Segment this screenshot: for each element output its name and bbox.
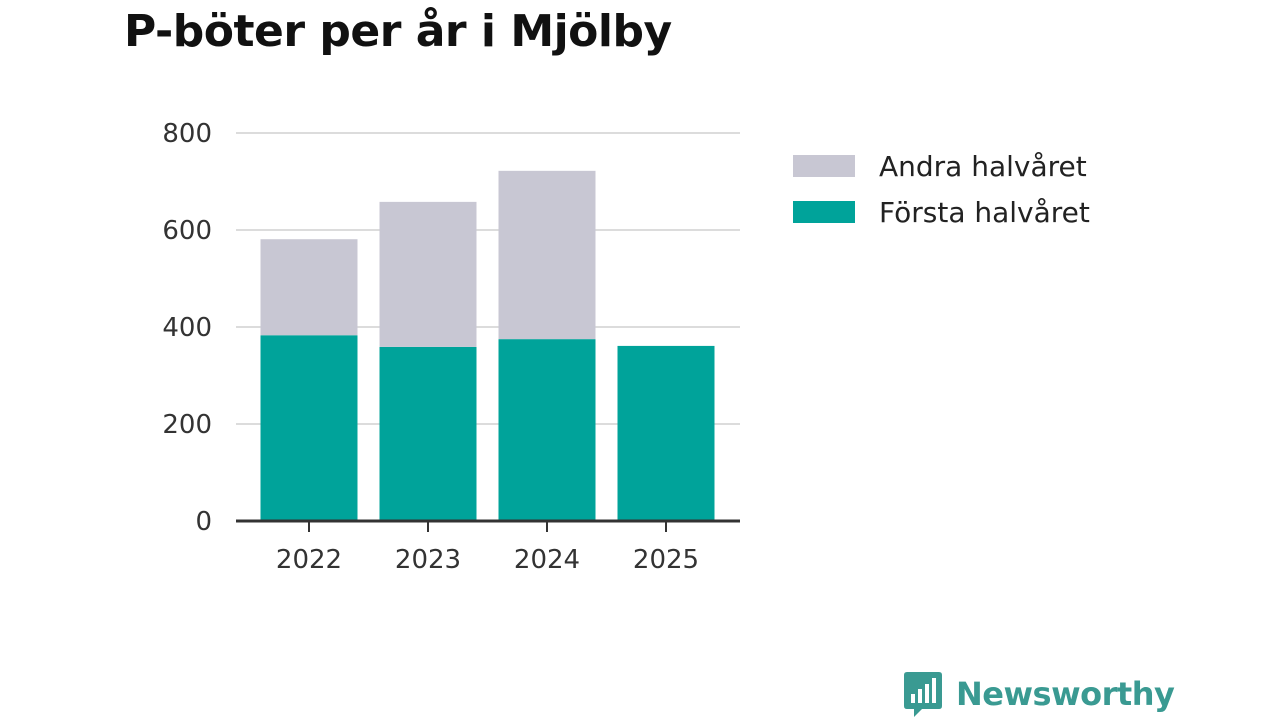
y-tick-label-400: 400 (162, 313, 212, 343)
bar-2024-series-1 (498, 170, 596, 340)
legend-label-andra-halvaret: Andra halvåret (879, 149, 1087, 183)
x-tick-label-2024: 2024 (514, 545, 580, 575)
bar-2022-series-0 (260, 335, 358, 521)
bar-chart-speech-bubble-icon (904, 672, 942, 717)
legend-label-forsta-halvaret: Första halvåret (879, 195, 1090, 229)
newsworthy-logo: Newsworthy (902, 670, 1175, 718)
legend-item-forsta-halvaret: Första halvåret (793, 192, 1090, 232)
y-tick-label-0: 0 (195, 507, 212, 537)
bars (260, 170, 715, 521)
legend-swatch-forsta-halvaret (793, 201, 855, 223)
brand-name: Newsworthy (956, 675, 1175, 713)
y-tick-label-800: 800 (162, 119, 212, 149)
x-tick-label-2022: 2022 (276, 545, 342, 575)
chart-title: P-böter per år i Mjölby (124, 6, 672, 57)
bar-2023-series-0 (379, 346, 477, 521)
bar-2025-series-0 (617, 345, 715, 521)
x-axis (236, 519, 740, 532)
x-tick-label-2025: 2025 (633, 545, 699, 575)
legend: Andra halvåret Första halvåret (793, 146, 1090, 238)
tick-labels: 0 200 400 600 800 2022 2023 2024 2025 (162, 119, 699, 575)
legend-item-andra-halvaret: Andra halvåret (793, 146, 1090, 186)
legend-swatch-andra-halvaret (793, 155, 855, 177)
x-tick-label-2023: 2023 (395, 545, 461, 575)
bar-2023-series-1 (379, 201, 477, 347)
y-tick-label-200: 200 (162, 410, 212, 440)
bar-2024-series-0 (498, 339, 596, 521)
bar-2022-series-1 (260, 239, 358, 336)
y-tick-label-600: 600 (162, 216, 212, 246)
